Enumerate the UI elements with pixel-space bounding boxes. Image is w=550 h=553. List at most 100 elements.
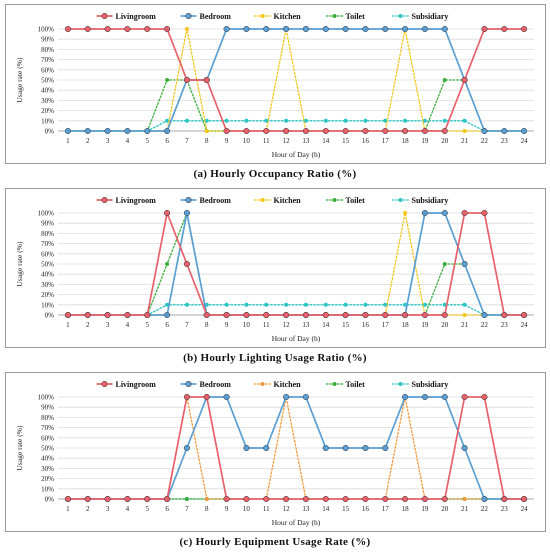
y-tick-label: 20%: [41, 107, 54, 115]
y-tick-label: 30%: [41, 465, 54, 473]
x-tick-label: 11: [263, 505, 270, 513]
data-point: [164, 25, 171, 33]
data-point: [501, 495, 508, 503]
data-point: [164, 495, 171, 503]
data-point: [342, 311, 349, 319]
legend-marker: [398, 198, 403, 202]
data-point: [481, 127, 488, 135]
data-point: [481, 393, 488, 401]
x-axis-label: Hour of Day (h): [272, 334, 321, 343]
x-tick-label: 2: [86, 137, 90, 145]
data-point: [184, 27, 189, 31]
data-point: [263, 25, 270, 33]
legend-item-subsidiary: Subsidiary: [391, 380, 448, 389]
chart-frame: 0% 10% 20% 30% 40% 50% 60% 70% 80% 90% 100% 1 2 3 4 5 6 7…: [5, 4, 546, 164]
x-tick-label: 2: [86, 321, 90, 329]
data-point: [462, 302, 467, 307]
data-point: [303, 118, 308, 123]
occupancy-chart: 0%10%20%30%40%50%60%70%80%90%100%1 2 3 4 5 6 7…: [15, 12, 534, 159]
y-tick-label: 10%: [41, 301, 54, 309]
data-point: [441, 311, 448, 319]
legend: Livingroom Bedroom Kitchen Toilet Subsidiary: [96, 196, 448, 205]
data-point: [124, 311, 131, 319]
y-tick-label: 60%: [41, 434, 54, 442]
legend-marker: [185, 380, 192, 388]
data-point: [302, 495, 309, 503]
data-point: [322, 444, 329, 452]
data-point: [224, 118, 229, 123]
x-tick-label: 4: [126, 505, 130, 513]
data-point: [264, 118, 269, 123]
series-line: [67, 120, 525, 132]
data-point: [164, 209, 171, 217]
data-point: [441, 127, 448, 135]
x-tick-label: 21: [461, 321, 469, 329]
x-tick-label: 14: [322, 137, 330, 145]
data-point: [342, 444, 349, 452]
data-point: [441, 393, 448, 401]
data-point: [264, 302, 269, 307]
data-point: [303, 302, 308, 307]
data-point: [383, 118, 388, 123]
data-point: [442, 118, 447, 123]
data-point: [243, 127, 250, 135]
y-tick-label: 100%: [38, 26, 55, 34]
legend-item-toilet: Toilet: [325, 12, 365, 21]
data-point: [283, 393, 290, 401]
x-tick-label: 23: [501, 505, 509, 513]
data-point: [183, 393, 190, 401]
legend-item-kitchen: Kitchen: [253, 380, 301, 389]
data-point: [165, 262, 170, 266]
y-tick-label: 0%: [45, 128, 55, 136]
x-tick-label: 9: [225, 137, 229, 145]
data-point: [322, 127, 329, 135]
x-tick-label: 13: [302, 321, 310, 329]
legend-item-kitchen: Kitchen: [253, 12, 301, 21]
x-tick-label: 17: [382, 505, 390, 513]
data-point: [244, 118, 249, 123]
data-point: [342, 25, 349, 33]
chart-caption: (c) Hourly Equipment Usage Rate (%): [179, 536, 371, 548]
data-point: [382, 25, 389, 33]
y-tick-label: 40%: [41, 455, 54, 463]
x-tick-label: 15: [342, 137, 350, 145]
data-point: [363, 302, 368, 307]
data-point: [104, 127, 111, 135]
data-point: [323, 118, 328, 123]
legend-item-livingroom: Livingroom: [96, 12, 156, 21]
data-point: [243, 25, 250, 33]
data-point: [144, 311, 151, 319]
data-point: [165, 78, 170, 82]
data-point: [421, 393, 428, 401]
x-tick-label: 22: [481, 321, 489, 329]
x-tick-label: 17: [382, 137, 390, 145]
data-point: [243, 444, 250, 452]
y-tick-label: 20%: [41, 475, 54, 483]
data-point: [403, 211, 408, 215]
x-tick-label: 15: [342, 321, 350, 329]
data-point: [461, 260, 468, 268]
y-tick-label: 20%: [41, 291, 54, 299]
data-point: [183, 260, 190, 268]
data-point: [283, 127, 290, 135]
x-tick-label: 12: [283, 137, 291, 145]
data-point: [462, 118, 467, 123]
series-toilet: [65, 78, 527, 133]
legend-item-bedroom: Bedroom: [180, 196, 231, 205]
x-tick-label: 10: [243, 137, 251, 145]
legend-item-subsidiary: Subsidiary: [391, 196, 448, 205]
x-tick-label: 9: [225, 321, 229, 329]
x-tick-label: 23: [501, 321, 509, 329]
legend-item-livingroom: Livingroom: [96, 380, 156, 389]
y-tick-label: 40%: [41, 87, 54, 95]
x-tick-label: 7: [185, 137, 189, 145]
legend-marker: [260, 14, 265, 18]
x-tick-label: 21: [461, 505, 469, 513]
x-tick-label: 16: [362, 321, 370, 329]
data-point: [223, 25, 230, 33]
legend-item-toilet: Toilet: [325, 380, 365, 389]
x-tick-label: 14: [322, 505, 330, 513]
data-point: [263, 127, 270, 135]
data-point: [224, 302, 229, 307]
x-tick-label: 3: [106, 321, 110, 329]
